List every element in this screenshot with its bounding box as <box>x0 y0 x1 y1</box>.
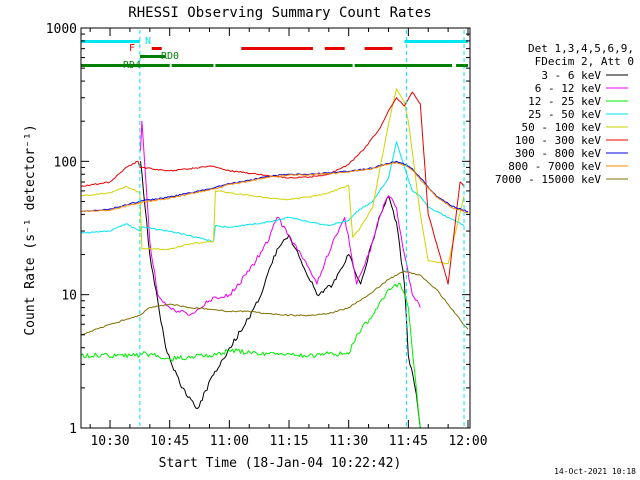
legend-header-2: FDecim 2, Att 0 <box>535 55 634 68</box>
series-line-7 <box>80 162 469 214</box>
series-line-8 <box>80 270 469 336</box>
y-tick-label-3: 1000 <box>46 22 77 37</box>
axes: 10:30 10:45 11:00 11:15 11:30 11:45 12:00 1 10 10… <box>46 22 488 449</box>
flag-label-n: N <box>145 36 151 47</box>
flag-label-rd4: RD4 <box>123 60 141 71</box>
legend-label-8: 7000 - 15000 keV <box>495 173 601 186</box>
legend-label-5: 100 - 300 keV <box>515 134 601 147</box>
legend-label-3: 25 - 50 keV <box>528 108 601 121</box>
flag-flare-bar-0 <box>151 47 162 50</box>
flag-bars <box>81 40 468 67</box>
flag-label-rd0: RD0 <box>161 51 179 62</box>
x-tick-label-6: 12:00 <box>448 434 487 449</box>
flag-rd4-bar-0 <box>81 64 170 67</box>
legend-label-7: 800 - 7000 keV <box>508 160 601 173</box>
x-tick-label-0: 10:30 <box>90 434 129 449</box>
legend-header-1: Det 1,3,4,5,6,9, <box>528 42 634 55</box>
series-line-6 <box>80 160 468 213</box>
flag-rd0-bar-0 <box>139 55 166 58</box>
y-tick-label-1: 10 <box>61 289 77 304</box>
footer-date: 14-Oct-2021 10:18 <box>554 467 636 476</box>
flag-rd4-bar-1 <box>171 64 214 67</box>
legend: Det 1,3,4,5,6,9, FDecim 2, Att 0 3 - 6 k… <box>495 42 634 186</box>
series-line-2 <box>80 282 421 429</box>
flag-night-bar-0 <box>81 40 140 43</box>
y-tick-label-2: 100 <box>54 155 77 170</box>
x-tick-label-4: 11:30 <box>329 434 368 449</box>
x-tick-label-2: 11:00 <box>210 434 249 449</box>
flag-rd4-bar-4 <box>456 64 468 67</box>
night-lines <box>139 30 465 428</box>
series-layer <box>80 88 469 429</box>
series-line-3 <box>80 141 465 243</box>
flag-rd4-bar-3 <box>354 64 453 67</box>
x-axis-label: Start Time (18-Jan-04 10:22:42) <box>159 456 402 471</box>
x-tick-label-5: 11:45 <box>389 434 428 449</box>
series-line-4 <box>80 88 465 265</box>
legend-label-1: 6 - 12 keV <box>535 82 602 95</box>
flag-flare-bar-2 <box>324 47 345 50</box>
legend-label-4: 50 - 100 keV <box>522 121 602 134</box>
flag-flare-bar-1 <box>241 47 313 50</box>
x-tick-label-1: 10:45 <box>150 434 189 449</box>
series-line-1 <box>140 120 421 316</box>
flag-rd4-bar-2 <box>215 64 353 67</box>
y-tick-label-0: 1 <box>69 422 77 437</box>
flag-label-f: F <box>129 43 135 54</box>
plot-frame <box>80 27 471 429</box>
legend-label-2: 12 - 25 keV <box>528 95 601 108</box>
flag-night-bar-1 <box>404 40 468 43</box>
y-axis-label: Count Rate (s⁻¹ detector⁻¹) <box>23 124 38 335</box>
flag-flare-bar-3 <box>364 47 393 50</box>
x-tick-label-3: 11:15 <box>269 434 308 449</box>
chart-title: RHESSI Observing Summary Count Rates <box>128 5 431 21</box>
legend-label-6: 300 - 800 keV <box>515 147 601 160</box>
legend-label-0: 3 - 6 keV <box>541 69 601 82</box>
